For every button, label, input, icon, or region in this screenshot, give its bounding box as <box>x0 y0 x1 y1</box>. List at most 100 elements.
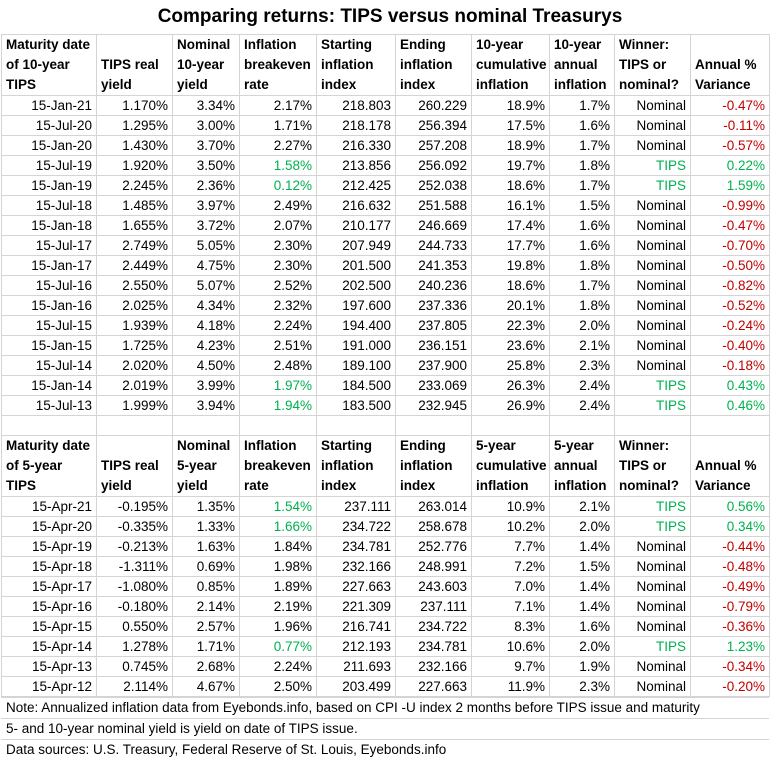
variance-cell: -0.99% <box>690 195 770 216</box>
table-row: 15-Jul-15 1.939% 4.18% 2.24% 194.400 237.805 2… <box>1 315 770 336</box>
winner-cell: Nominal <box>614 115 691 136</box>
winner-cell: Nominal <box>614 335 691 356</box>
cumulative-inflation-cell: 10.6% <box>471 636 550 657</box>
column-header: Starting inflation index <box>316 435 396 497</box>
maturity-date-cell: 15-Jul-14 <box>1 355 97 376</box>
variance-cell: -0.47% <box>690 215 770 236</box>
breakeven-cell: 1.54% <box>239 496 317 517</box>
table-row: 15-Apr-14 1.278% 1.71% 0.77% 212.193 234.781 1… <box>1 636 770 657</box>
variance-cell: -0.36% <box>690 616 770 637</box>
ending-index-cell: 237.336 <box>395 295 472 316</box>
page-title: Comparing returns: TIPS versus nominal T… <box>157 6 623 27</box>
table-row: 15-Jan-15 1.725% 4.23% 2.51% 191.000 236.151 2… <box>1 335 770 356</box>
ending-index-cell: 260.229 <box>395 95 472 116</box>
nominal-yield-cell: 3.00% <box>172 115 240 136</box>
table-row: 15-Apr-21 -0.195% 1.35% 1.54% 237.111 263.014… <box>1 496 770 517</box>
cumulative-inflation-cell: 16.1% <box>471 195 550 216</box>
real-yield-cell: 2.550% <box>96 275 173 296</box>
nominal-yield-cell: 0.85% <box>172 576 240 597</box>
starting-index-cell: 221.309 <box>316 596 396 617</box>
maturity-date-cell: 15-Apr-12 <box>1 676 97 697</box>
variance-cell: 0.43% <box>690 375 770 396</box>
maturity-date-cell: 15-Apr-18 <box>1 556 97 577</box>
starting-index-cell: 194.400 <box>316 315 396 336</box>
ending-index-cell: 263.014 <box>395 496 472 517</box>
nominal-yield-cell: 1.35% <box>172 496 240 517</box>
column-header: Winner: TIPS or nominal? <box>614 34 691 96</box>
ending-index-cell: 236.151 <box>395 335 472 356</box>
ending-index-cell: 243.603 <box>395 576 472 597</box>
breakeven-cell: 1.89% <box>239 576 317 597</box>
cumulative-inflation-cell: 7.7% <box>471 536 550 557</box>
real-yield-cell: 2.114% <box>96 676 173 697</box>
notes: Note: Annualized inflation data from Eye… <box>1 697 769 760</box>
winner-cell: Nominal <box>614 235 691 256</box>
real-yield-cell: -1.311% <box>96 556 173 577</box>
ending-index-cell: 241.353 <box>395 255 472 276</box>
column-header: Starting inflation index <box>316 34 396 96</box>
maturity-date-cell: 15-Apr-16 <box>1 596 97 617</box>
ending-index-cell: 256.394 <box>395 115 472 136</box>
cumulative-inflation-cell: 9.7% <box>471 656 550 677</box>
cumulative-inflation-cell: 18.6% <box>471 175 550 196</box>
annual-inflation-cell: 1.6% <box>549 215 615 236</box>
annual-inflation-cell: 2.0% <box>549 315 615 336</box>
nominal-yield-cell: 2.57% <box>172 616 240 637</box>
cumulative-inflation-cell: 17.7% <box>471 235 550 256</box>
table-row: 15-Jul-20 1.295% 3.00% 1.71% 218.178 256.394 1… <box>1 115 770 136</box>
tips-10-year-table: Maturity date of 10-year TIPS TIPS real y… <box>1 34 770 697</box>
starting-index-cell: 227.663 <box>316 576 396 597</box>
annual-inflation-cell: 1.8% <box>549 295 615 316</box>
ending-index-cell: 258.678 <box>395 516 472 537</box>
cumulative-inflation-cell: 19.7% <box>471 155 550 176</box>
real-yield-cell: 0.745% <box>96 656 173 677</box>
variance-cell: -0.79% <box>690 596 770 617</box>
winner-cell: TIPS <box>614 175 691 196</box>
breakeven-cell: 2.52% <box>239 275 317 296</box>
nominal-yield-cell: 4.18% <box>172 315 240 336</box>
annual-inflation-cell: 1.7% <box>549 275 615 296</box>
maturity-date-cell: 15-Jan-21 <box>1 95 97 116</box>
winner-cell: TIPS <box>614 636 691 657</box>
breakeven-cell: 2.24% <box>239 656 317 677</box>
real-yield-cell: 1.430% <box>96 135 173 156</box>
cumulative-inflation-cell: 10.2% <box>471 516 550 537</box>
nominal-yield-cell: 3.50% <box>172 155 240 176</box>
table-row: 15-Apr-13 0.745% 2.68% 2.24% 211.693 232.166 9… <box>1 656 770 677</box>
starting-index-cell: 234.781 <box>316 536 396 557</box>
starting-index-cell: 216.632 <box>316 195 396 216</box>
starting-index-cell: 203.499 <box>316 676 396 697</box>
breakeven-cell: 1.96% <box>239 616 317 637</box>
starting-index-cell: 218.803 <box>316 95 396 116</box>
table-row: 15-Jul-17 2.749% 5.05% 2.30% 207.949 244.733 1… <box>1 235 770 256</box>
annual-inflation-cell: 1.6% <box>549 616 615 637</box>
cumulative-inflation-cell: 18.9% <box>471 135 550 156</box>
real-yield-cell: 1.725% <box>96 335 173 356</box>
annual-inflation-cell: 2.1% <box>549 496 615 517</box>
real-yield-cell: 2.019% <box>96 375 173 396</box>
variance-cell: 1.23% <box>690 636 770 657</box>
starting-index-cell: 218.178 <box>316 115 396 136</box>
ending-index-cell: 234.781 <box>395 636 472 657</box>
cumulative-inflation-cell: 19.8% <box>471 255 550 276</box>
ending-index-cell: 227.663 <box>395 676 472 697</box>
real-yield-cell: -1.080% <box>96 576 173 597</box>
column-header: Ending inflation index <box>395 435 472 497</box>
table-row: 15-Jan-17 2.449% 4.75% 2.30% 201.500 241.353 1… <box>1 255 770 276</box>
winner-cell: Nominal <box>614 95 691 116</box>
starting-index-cell: 234.722 <box>316 516 396 537</box>
breakeven-cell: 2.27% <box>239 135 317 156</box>
real-yield-cell: 1.655% <box>96 215 173 236</box>
annual-inflation-cell: 2.3% <box>549 676 615 697</box>
cumulative-inflation-cell: 26.3% <box>471 375 550 396</box>
note-data-sources: Data sources: U.S. Treasury, Federal Res… <box>1 739 769 760</box>
winner-cell: TIPS <box>614 155 691 176</box>
annual-inflation-cell: 2.4% <box>549 395 615 416</box>
annual-inflation-cell: 1.6% <box>549 235 615 256</box>
column-header: TIPS real yield <box>96 435 173 497</box>
variance-cell: -0.11% <box>690 115 770 136</box>
breakeven-cell: 1.71% <box>239 115 317 136</box>
nominal-yield-cell: 3.70% <box>172 135 240 156</box>
real-yield-cell: 2.449% <box>96 255 173 276</box>
ending-index-cell: 240.236 <box>395 275 472 296</box>
